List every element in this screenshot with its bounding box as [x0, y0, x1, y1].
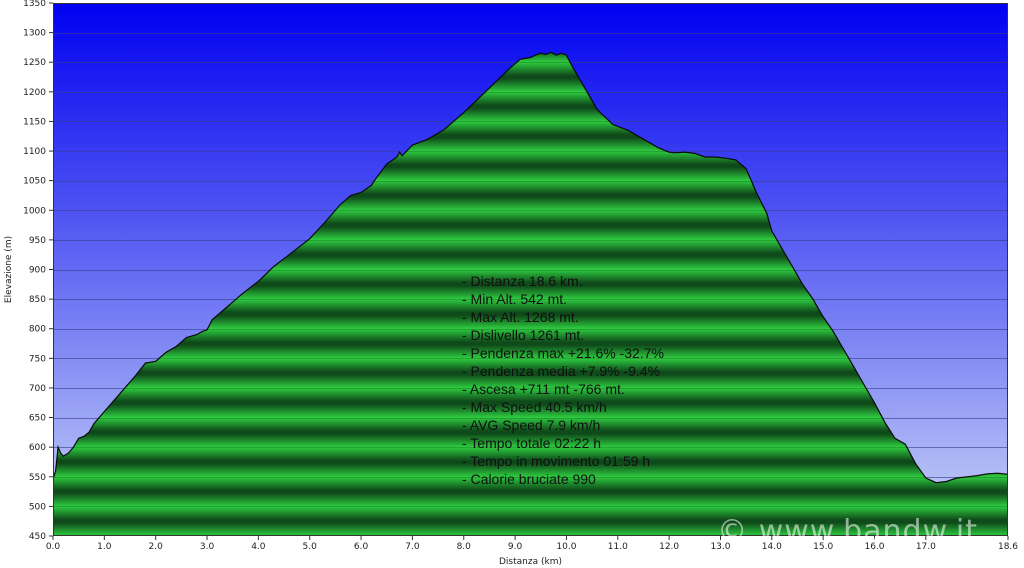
x-tick-label: 11.0 — [608, 542, 628, 552]
y-tick-label: 600 — [29, 443, 46, 453]
y-tick-label: 850 — [29, 295, 46, 305]
y-tick-label: 650 — [29, 414, 46, 424]
y-tick-label: 1150 — [23, 117, 46, 127]
y-tick-label: 900 — [29, 266, 46, 276]
y-tick-label: 550 — [29, 473, 46, 483]
plot-frame — [53, 3, 1008, 536]
x-axis-label: Distanza (km) — [499, 557, 562, 567]
x-tick-label: 9.0 — [508, 542, 523, 552]
y-tick-label: 800 — [29, 325, 46, 335]
watermark-text: © www.bandw.it — [717, 514, 978, 549]
y-tick-label: 1250 — [23, 58, 46, 68]
x-axis-ticks: 0.0 1.0 2.0 3.0 4.0 5.0 6.0 7.0 8.0 9.0 10.0 11.0 12… — [46, 536, 1018, 552]
stat-line: - Dislivello 1261 mt. — [462, 327, 584, 343]
elevation-area — [53, 51, 1008, 536]
x-tick-label: 7.0 — [405, 542, 420, 552]
stat-line: - Calorie bruciate 990 — [462, 471, 596, 487]
stat-line: - Max Alt. 1268 mt. — [462, 309, 579, 325]
x-tick-label: 0.0 — [46, 542, 61, 552]
x-tick-label: 16.0 — [864, 542, 884, 552]
x-tick-label: 3.0 — [200, 542, 215, 552]
x-tick-label: 12.0 — [659, 542, 679, 552]
y-tick-label: 750 — [29, 354, 46, 364]
stat-line: - Max Speed 40.5 km/h — [462, 399, 607, 415]
stat-line: - Min Alt. 542 mt. — [462, 291, 567, 307]
stat-line: - Tempo totale 02:22 h — [462, 435, 601, 451]
x-tick-label: 4.0 — [251, 542, 266, 552]
x-tick-label: 5.0 — [303, 542, 318, 552]
stat-line: - Pendenza max +21.6% -32.7% — [462, 345, 664, 361]
x-tick-label: 14.0 — [762, 542, 782, 552]
elevation-area-fill — [53, 52, 1008, 536]
stat-line: - Ascesa +711 mt -766 mt. — [462, 381, 625, 397]
y-tick-label: 1100 — [23, 147, 46, 157]
stat-line: - AVG Speed 7.9 km/h — [462, 417, 600, 433]
y-tick-label: 450 — [29, 532, 46, 542]
y-tick-label: 1200 — [23, 88, 46, 98]
y-tick-label: 950 — [29, 236, 46, 246]
stat-line: - Distanza 18.6 km. — [462, 273, 583, 289]
y-axis-ticks: 450 500 550 600 650 700 750 800 850 900 950 1000 105… — [23, 0, 53, 542]
y-tick-label: 700 — [29, 384, 46, 394]
x-tick-label: 13.0 — [710, 542, 730, 552]
x-tick-label: 15.0 — [813, 542, 833, 552]
y-tick-label: 1050 — [23, 177, 46, 187]
x-tick-label: 6.0 — [354, 542, 369, 552]
y-tick-label: 1350 — [23, 0, 46, 9]
x-tick-label: 17.0 — [916, 542, 936, 552]
y-tick-label: 1000 — [23, 206, 46, 216]
stat-line: - Pendenza media +7.9% -9.4% — [462, 363, 660, 379]
x-tick-label: 2.0 — [149, 542, 164, 552]
elevation-series-line — [53, 51, 1008, 484]
stat-line: - Tempo in movimento 01:59 h — [462, 453, 650, 469]
y-axis-label: Elevazione (m) — [4, 236, 14, 303]
x-tick-label: 10.0 — [556, 542, 576, 552]
y-tick-label: 1300 — [23, 29, 46, 39]
x-tick-label: 8.0 — [457, 542, 472, 552]
x-tick-label: 1.0 — [97, 542, 112, 552]
y-tick-label: 500 — [29, 502, 46, 512]
stats-annotation: - Distanza 18.6 km. - Min Alt. 542 mt. - M… — [462, 273, 664, 487]
x-tick-label: 18.6 — [998, 542, 1018, 552]
